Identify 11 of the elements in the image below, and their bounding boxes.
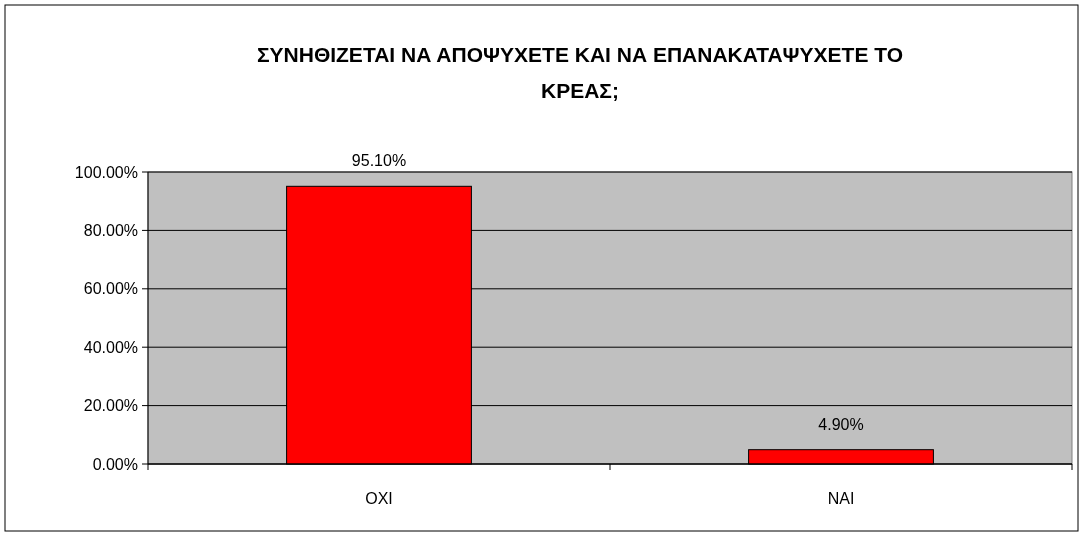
y-tick-label: 80.00% xyxy=(83,222,138,239)
y-tick-label: 20.00% xyxy=(83,397,138,415)
chart-title: ΣΥΝΗΘΙΖΕΤΑΙ ΝΑ ΑΠΟΨΥΧΕΤΕ ΚΑΙ ΝΑ ΕΠΑΝΑΚΑΤΑΨΥΧΕΤΕ ΤΟ ΚΡΕΑΣ; xyxy=(256,43,904,102)
y-tick-label: 100.00% xyxy=(74,163,138,181)
x-tick-label: ΟΧΙ xyxy=(365,490,393,507)
y-tick-label: 60.00% xyxy=(83,280,138,298)
y-tick-label: 0.00% xyxy=(92,455,138,473)
data-label: 4.90% xyxy=(818,415,864,433)
y-tick-label: 40.00% xyxy=(83,338,138,356)
x-tick-label: ΝΑΙ xyxy=(827,490,855,507)
data-label: 95.10% xyxy=(351,152,407,170)
